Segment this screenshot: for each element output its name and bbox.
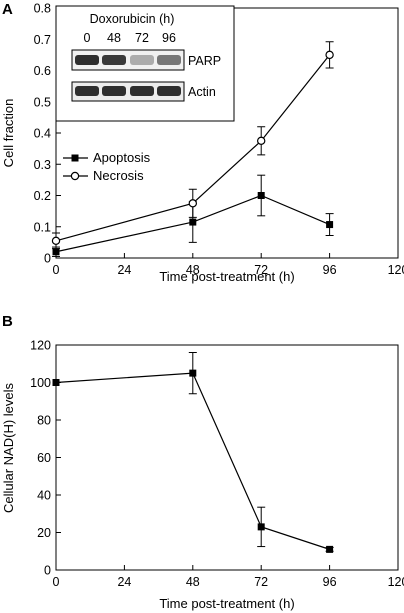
panel-b-x-tick-label: 72 <box>254 575 268 589</box>
panel-b-y-tick-label: 80 <box>37 414 51 428</box>
panel-b-x-tick-label: 24 <box>117 575 131 589</box>
parp-band <box>130 55 154 65</box>
panel-a-series-apoptosis-point <box>257 192 265 199</box>
panel-a-series-apoptosis-line <box>55 194 330 253</box>
parp-band <box>157 55 181 65</box>
panel-b-y-tick-label: 100 <box>30 376 51 390</box>
panel-a-x-tick-label: 24 <box>117 263 131 277</box>
panel-a-series <box>51 41 334 257</box>
panel-a-series-necrosis-point <box>325 50 334 60</box>
parp-bands <box>75 55 181 65</box>
panel-b-y-tick-label: 20 <box>37 526 51 540</box>
actin-band <box>75 86 99 96</box>
panel-a-y-axis-title: Cell fraction <box>1 99 16 168</box>
panel-b-y-tick-label: 40 <box>37 489 51 503</box>
panel-a-legend: Apoptosis Necrosis <box>63 150 151 183</box>
panel-a-series-apoptosis-point <box>326 221 334 229</box>
panel-b-y-tick-label: 0 <box>44 564 51 578</box>
panel-a-ticks: 0 24 48 72 96 120 0 0.1 0.2 0.3 0.4 0.5 0.6 0.7 0.8 <box>34 2 404 278</box>
panel-a-series-apoptosis-point <box>52 248 60 256</box>
legend-apoptosis-label: Apoptosis <box>93 150 151 165</box>
panel-b-y-tick-label: 60 <box>37 451 51 465</box>
legend-necrosis-label: Necrosis <box>93 168 144 183</box>
panel-a-x-tick-label: 96 <box>323 263 337 277</box>
panel-b-letter: B <box>2 313 13 330</box>
panel-a-x-tick-label: 48 <box>186 263 200 277</box>
panel-b-series-0-point <box>52 379 60 386</box>
actin-band <box>130 86 154 96</box>
actin-band <box>102 86 126 96</box>
panel-b-y-axis-title: Cellular NAD(H) levels <box>1 382 16 513</box>
lane-label-96: 96 <box>162 31 176 45</box>
panel-a-x-tick-label: 120 <box>388 263 404 277</box>
legend-apoptosis-marker <box>71 154 79 162</box>
panel-a-series-necrosis-line <box>55 54 331 242</box>
panel-b-x-tick-label: 120 <box>388 575 404 589</box>
panel-a-y-tick-label: 0 <box>44 252 51 266</box>
panel-a-series-necrosis-point <box>188 199 197 208</box>
panel-b-series-0-line <box>55 372 330 550</box>
panel-b-series-0-point <box>326 545 334 553</box>
panel-a-y-tick-label: 0.5 <box>34 95 51 109</box>
panel-a-y-tick-label: 0.2 <box>34 189 51 203</box>
panel-a-series-necrosis-point <box>257 136 266 146</box>
actin-label: Actin <box>188 85 216 99</box>
panel-b-series-0-point <box>257 523 265 531</box>
actin-band <box>157 86 181 96</box>
panel-a-series-apoptosis-point <box>189 218 197 226</box>
panel-b-x-axis-title: Time post-treatment (h) <box>159 596 294 611</box>
panel-a-y-tick-label: 0.7 <box>34 33 51 47</box>
panel-b-series <box>52 352 334 553</box>
panel-a-y-tick-label: 0.8 <box>34 2 51 16</box>
legend-necrosis-marker <box>70 171 80 181</box>
parp-blot-strip <box>71 49 185 71</box>
panel-a-x-tick-label: 0 <box>53 263 60 277</box>
panel-a-x-tick-label: 72 <box>254 263 268 277</box>
parp-band <box>75 55 99 65</box>
panel-a-y-tick-label: 0.1 <box>34 220 51 234</box>
parp-label: PARP <box>188 54 221 68</box>
panel-b-ticks: 0 24 48 72 96 120 0 20 40 60 80 100 120 <box>30 339 404 590</box>
panel-a-y-tick-label: 0.6 <box>34 64 51 78</box>
western-blot-inset: Doxorubicin (h) 0 48 72 96 PARP Actin <box>55 5 235 122</box>
panel-b-x-tick-label: 0 <box>53 575 60 589</box>
panel-a-series-necrosis-point <box>51 236 61 246</box>
panel-b-x-tick-label: 48 <box>186 575 200 589</box>
panel-a-y-tick-label: 0.3 <box>34 158 51 172</box>
panel-b: B 0 24 48 72 96 120 0 20 40 60 80 100 120 Time post-… <box>1 313 404 611</box>
actin-bands <box>75 86 181 96</box>
lane-label-72: 72 <box>135 31 149 45</box>
panel-a: A 02448729612000.10.20.30.40.50.60.70.8 … <box>1 1 404 284</box>
panel-a-letter: A <box>2 1 13 18</box>
panel-b-y-tick-label: 120 <box>30 339 51 353</box>
panel-b-series-0-point <box>189 369 197 377</box>
actin-blot-strip <box>71 81 185 102</box>
panel-a-x-axis-title: Time post-treatment (h) <box>159 269 294 284</box>
lane-label-48: 48 <box>107 31 121 45</box>
panel-a-y-tick-label: 0.4 <box>34 127 51 141</box>
parp-band <box>102 55 126 65</box>
lane-label-0: 0 <box>84 31 91 45</box>
panel-b-x-tick-label: 96 <box>323 575 337 589</box>
inset-title: Doxorubicin (h) <box>90 12 175 26</box>
